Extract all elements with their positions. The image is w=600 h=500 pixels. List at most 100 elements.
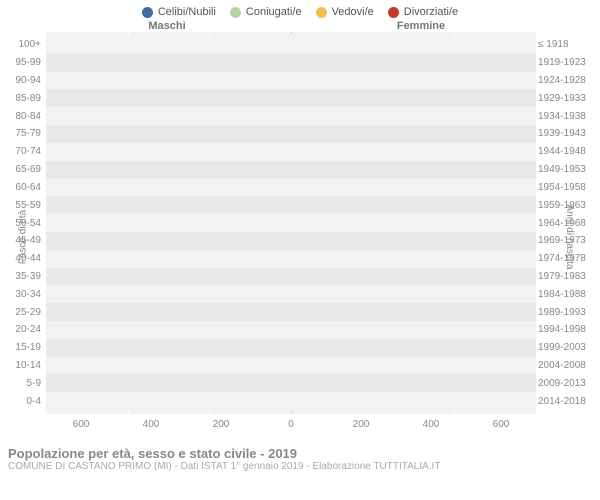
legend-swatch [142,7,153,18]
age-label: 95-99 [0,54,44,72]
row-band [46,250,536,268]
col-title-female: Femmine [294,20,600,32]
pyramid-row [46,125,536,143]
age-label: 45-49 [0,232,44,250]
age-label: 50-54 [0,214,44,232]
legend-item: Celibi/Nubili [142,6,216,18]
row-band [46,214,536,232]
legend-item: Vedovi/e [316,6,374,18]
row-band [46,321,536,339]
year-label: 1979-1983 [538,268,600,286]
pyramid-row [46,179,536,197]
pyramid-row [46,250,536,268]
year-label: 1984-1988 [538,285,600,303]
x-axis: 6004002000200400600 [46,419,536,430]
legend-swatch [230,7,241,18]
age-label: 55-59 [0,196,44,214]
pyramid-row [46,36,536,54]
pyramid-row [46,303,536,321]
age-label: 65-69 [0,161,44,179]
age-label: 80-84 [0,107,44,125]
row-band [46,107,536,125]
row-band [46,303,536,321]
pyramid-row [46,392,536,410]
age-labels: 100+95-9990-9485-8980-8475-7970-7465-696… [0,36,44,410]
age-label: 100+ [0,36,44,54]
pyramid-row [46,196,536,214]
legend-item: Coniugati/e [230,6,302,18]
pyramid-row [46,143,536,161]
x-tick: 600 [46,419,116,430]
row-band [46,36,536,54]
age-label: 30-34 [0,285,44,303]
col-title-male: Maschi [0,20,294,32]
year-label: 1959-1963 [538,196,600,214]
row-band [46,125,536,143]
year-label: 1929-1933 [538,89,600,107]
age-label: 20-24 [0,321,44,339]
x-tick: 400 [116,419,186,430]
pyramid-row [46,374,536,392]
pyramid-row [46,54,536,72]
row-band [46,374,536,392]
legend-item: Divorziati/e [388,6,458,18]
age-label: 35-39 [0,268,44,286]
age-label: 60-64 [0,179,44,197]
x-tick: 400 [396,419,466,430]
year-label: 1939-1943 [538,125,600,143]
year-label: 1934-1938 [538,107,600,125]
age-label: 10-14 [0,357,44,375]
legend-swatch [388,7,399,18]
x-tick: 600 [466,419,536,430]
row-band [46,143,536,161]
row-band [46,179,536,197]
chart-title: Popolazione per età, sesso e stato civil… [8,446,592,461]
legend-label: Vedovi/e [332,6,374,18]
row-band [46,161,536,179]
age-label: 15-19 [0,339,44,357]
age-label: 90-94 [0,72,44,90]
age-label: 0-4 [0,392,44,410]
year-label: 2004-2008 [538,357,600,375]
pyramid-row [46,214,536,232]
age-label: 25-29 [0,303,44,321]
year-label: 1954-1958 [538,179,600,197]
age-label: 40-44 [0,250,44,268]
year-label: 2014-2018 [538,392,600,410]
x-tick: 0 [256,419,326,430]
legend-label: Celibi/Nubili [158,6,216,18]
pyramid-row [46,72,536,90]
row-band [46,72,536,90]
year-label: 1974-1978 [538,250,600,268]
age-label: 75-79 [0,125,44,143]
pyramid-row [46,89,536,107]
pyramid-row [46,285,536,303]
pyramid-row [46,268,536,286]
row-band [46,196,536,214]
row-band [46,232,536,250]
row-band [46,89,536,107]
year-labels: ≤ 19181919-19231924-19281929-19331934-19… [536,36,600,410]
pyramid-row [46,161,536,179]
row-band [46,339,536,357]
pyramid-row [46,321,536,339]
year-label: 1944-1948 [538,143,600,161]
legend: Celibi/Nubili Coniugati/e Vedovi/e Divorzia… [0,0,600,20]
plot-area [46,32,536,414]
year-label: 1969-1973 [538,232,600,250]
pyramid-row [46,339,536,357]
year-label: 1924-1928 [538,72,600,90]
population-pyramid: Fasce di età Anni di nascita 100+95-9990… [0,32,600,442]
legend-label: Divorziati/e [404,6,458,18]
chart-subtitle: COMUNE DI CASTANO PRIMO (MI) - Dati ISTA… [8,461,592,472]
legend-swatch [316,7,327,18]
age-label: 85-89 [0,89,44,107]
pyramid-row [46,107,536,125]
column-titles: Maschi Femmine [0,20,600,32]
row-band [46,392,536,410]
year-label: 2009-2013 [538,374,600,392]
year-label: 1964-1968 [538,214,600,232]
pyramid-row [46,357,536,375]
year-label: 1999-2003 [538,339,600,357]
x-tick: 200 [326,419,396,430]
